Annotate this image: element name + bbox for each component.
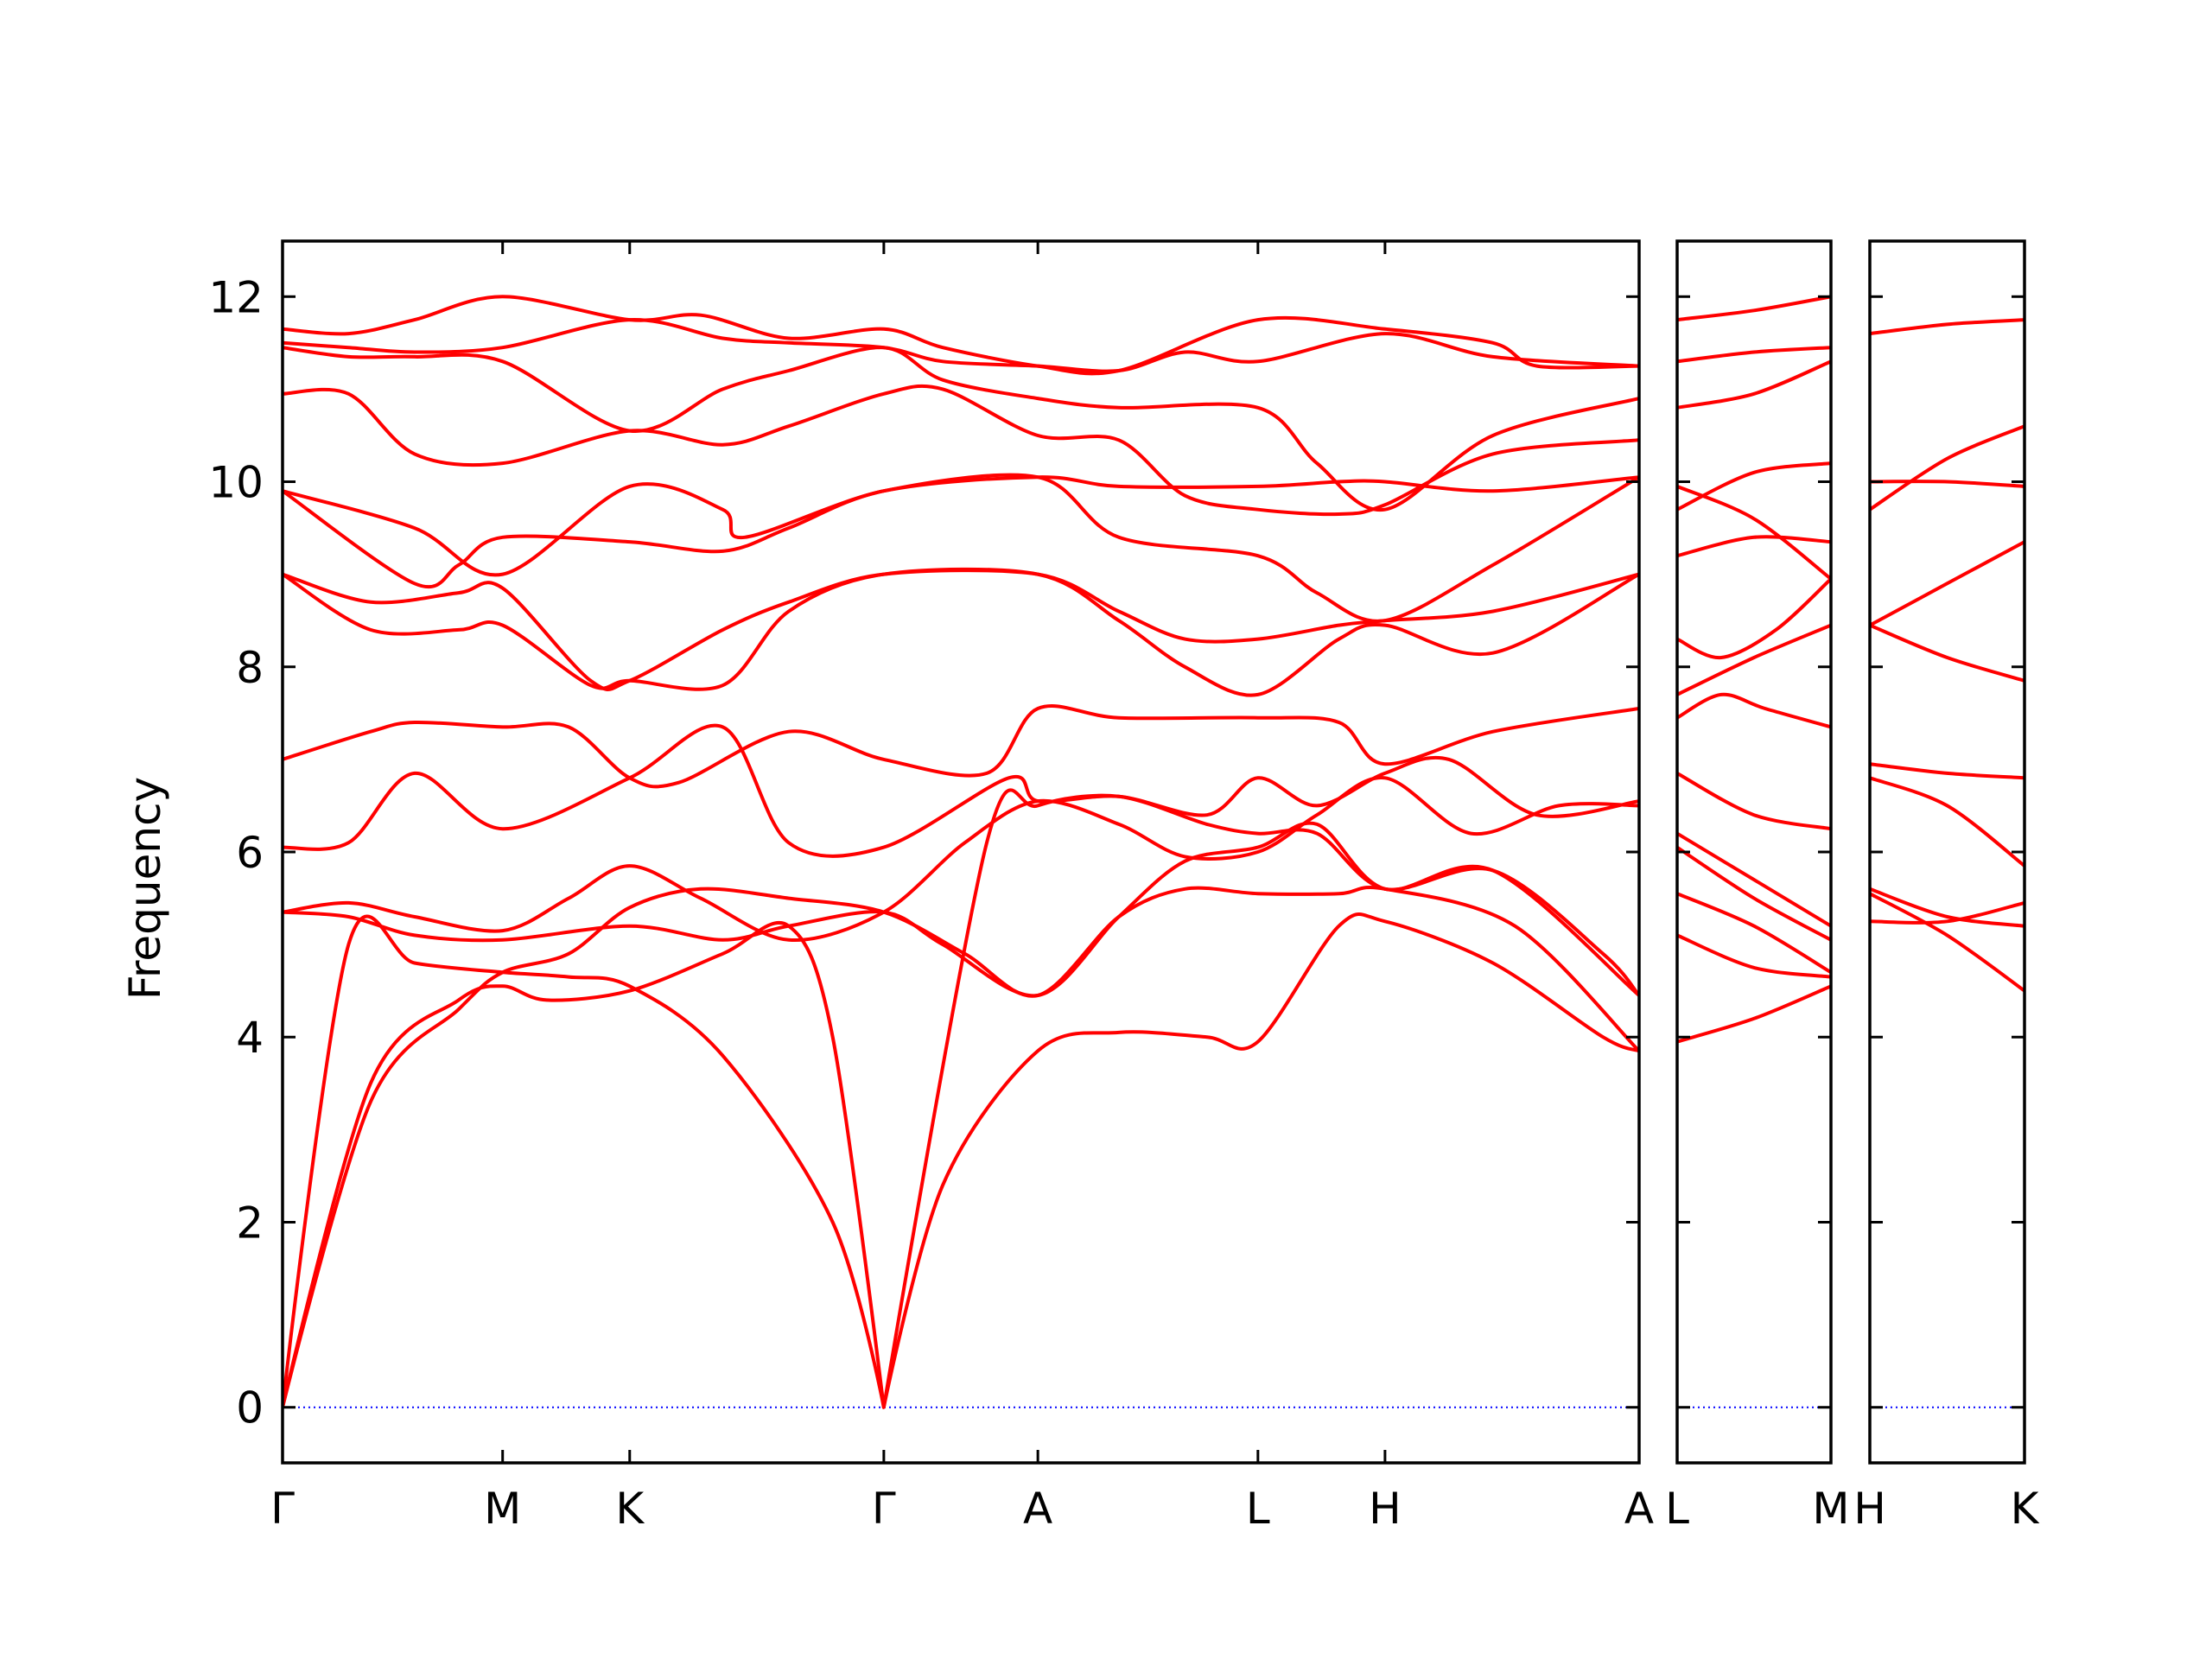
phonon-band-5	[283, 776, 1639, 943]
x-tick-label: Γ	[270, 1484, 295, 1534]
x-tick-label: A	[1624, 1484, 1654, 1534]
phonon-band-9	[1677, 577, 1831, 660]
panel-frame	[281, 239, 1641, 1465]
phonon-band-4	[1870, 776, 2024, 868]
panel-1: 0 2 4 6 8 10 12 Γ M K Γ A L H A	[208, 239, 1654, 1534]
phonon-band-7	[1870, 540, 2024, 627]
y-axis-title: Frequency	[120, 777, 170, 1000]
phonon-band-6	[1677, 771, 1831, 831]
phonon-band-12	[1677, 484, 1831, 581]
phonon-band-13	[283, 346, 1639, 512]
y-tick-label: 0	[236, 1383, 264, 1433]
phonon-band-8	[1677, 623, 1831, 696]
phonon-band-2	[283, 912, 1639, 1409]
y-tick-label: 10	[208, 458, 264, 508]
phonon-band-11	[283, 475, 1639, 577]
phonon-band-3	[1677, 892, 1831, 975]
phonon-band-13	[1677, 359, 1831, 410]
phonon-band-10	[283, 473, 1639, 623]
phonon-band-8	[283, 567, 1639, 697]
y-tick-label: 12	[208, 272, 264, 322]
phonon-band-4	[283, 821, 1639, 998]
phonon-band-6	[1870, 623, 2024, 683]
phonon-band-10	[1870, 318, 2024, 336]
phonon-band-11	[1677, 461, 1831, 512]
y-tick-label: 6	[236, 828, 264, 878]
phonon-band-6	[283, 723, 1639, 858]
phonon-band-7	[1677, 692, 1831, 729]
phonon-band-10	[1677, 535, 1831, 558]
phonon-band-14	[1677, 346, 1831, 364]
phonon-band-7	[283, 704, 1639, 789]
phonon-band-1	[283, 788, 1639, 1409]
panel-frame	[1868, 239, 2026, 1465]
phonon-band-1	[1870, 900, 2024, 925]
phonon-band-9	[283, 569, 1639, 691]
x-tick-label: M	[484, 1484, 521, 1534]
x-tick-label: K	[615, 1484, 645, 1534]
x-tick-label: H	[1853, 1484, 1886, 1534]
phonon-band-3	[1870, 892, 2024, 993]
phonon-band-5	[1677, 831, 1831, 928]
phonon-band-12	[283, 384, 1639, 517]
bands	[283, 295, 1639, 1409]
phonon-band-2	[1870, 887, 2024, 928]
phonon-band-15	[1677, 295, 1831, 322]
phonon-band-15	[283, 295, 1639, 376]
phonon-band-14	[283, 318, 1639, 373]
x-tick-label: L	[1246, 1484, 1270, 1534]
x-tick-label: A	[1023, 1484, 1052, 1534]
bands	[1677, 295, 1831, 1044]
x-tick-label: M	[1812, 1484, 1849, 1534]
y-tick-label: 8	[236, 643, 264, 693]
phonon-band-2	[1677, 933, 1831, 979]
x-tick-label: K	[2011, 1484, 2040, 1534]
phonon-band-9	[1870, 480, 2024, 488]
phonon-band-4	[1677, 845, 1831, 942]
phonon-band-5	[1870, 762, 2024, 780]
x-tick-label: H	[1369, 1484, 1402, 1534]
panel-frame	[1675, 239, 1833, 1465]
y-tick-label: 4	[236, 1013, 264, 1063]
phonon-band-1	[1677, 984, 1831, 1044]
phonon-band-8	[1870, 424, 2024, 512]
x-tick-label: Γ	[872, 1484, 896, 1534]
y-tick-label: 2	[236, 1198, 264, 1248]
x-tick-label: L	[1665, 1484, 1689, 1534]
bands	[1870, 318, 2024, 993]
